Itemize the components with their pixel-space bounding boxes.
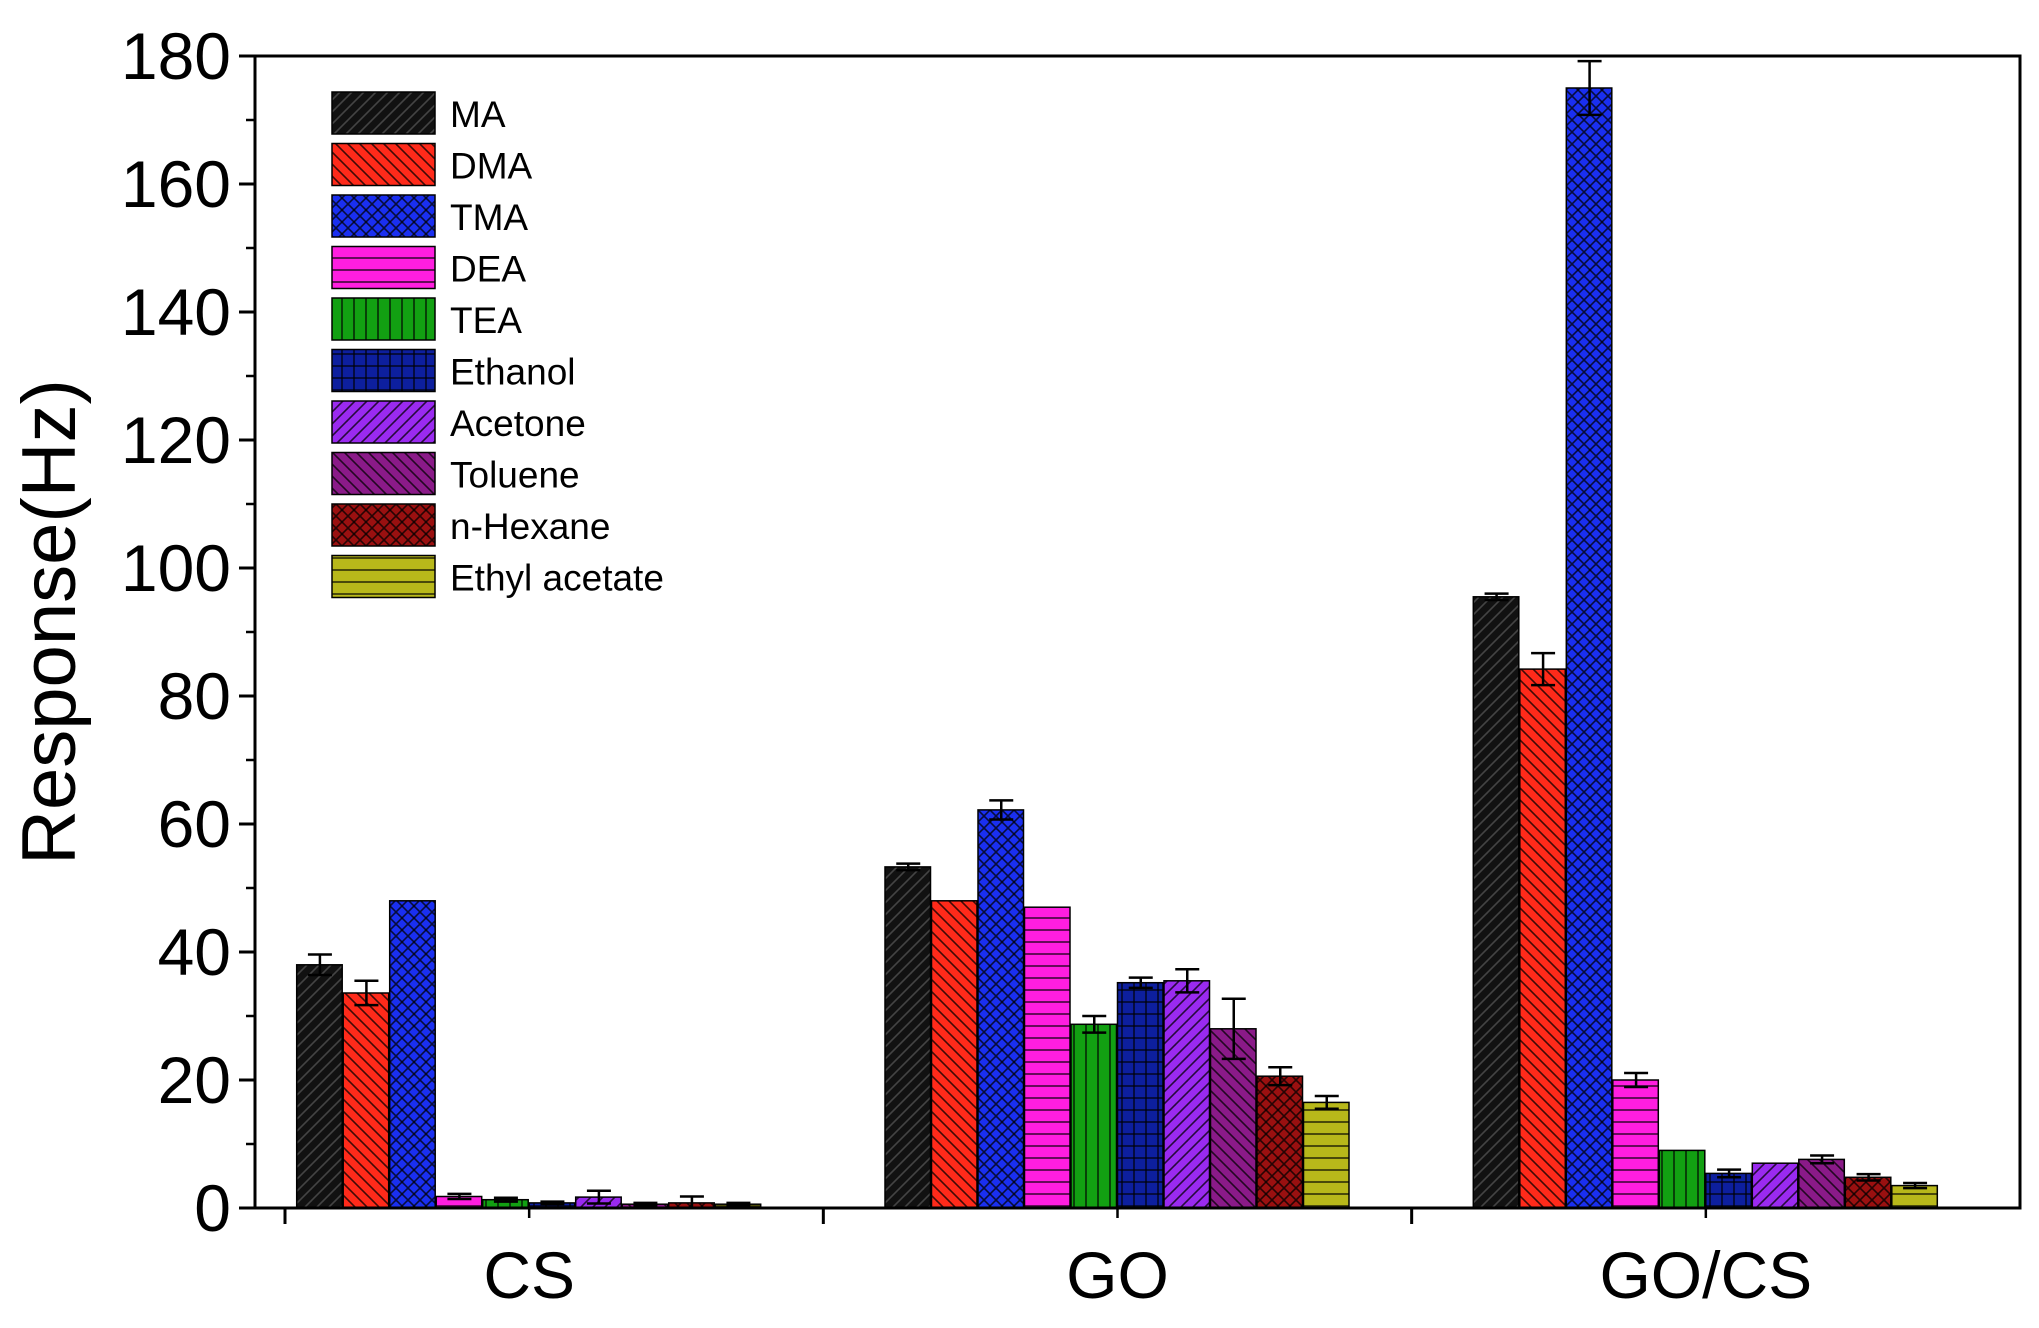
y-tick-label: 20 [158, 1043, 231, 1117]
error-bar-n-hexane-go [1268, 1065, 1293, 1087]
y-tick-label: 0 [194, 1171, 231, 1245]
legend-swatch [331, 503, 436, 547]
error-bar-tma-go [989, 799, 1014, 821]
legend-swatch [331, 194, 436, 238]
error-bar-dea-go-cs [1624, 1071, 1649, 1089]
legend-label: n-Hexane [450, 506, 610, 547]
bars-layer [295, 87, 1939, 1209]
legend-item-tea: TEA [331, 297, 522, 341]
legend-item-ethyl-acetate: Ethyl acetate [331, 554, 664, 599]
bar-ethyl-acetate-go [1302, 1101, 1350, 1209]
y-tick-label: 160 [121, 147, 231, 221]
bar-ethanol-go [1116, 981, 1164, 1209]
bar-dma-go-cs [1519, 668, 1567, 1209]
y-tick-label: 40 [158, 915, 231, 989]
error-bar-ethyl-acetate-go [1314, 1094, 1339, 1111]
legend-item-n-hexane: n-Hexane [331, 503, 610, 547]
y-tick-label: 180 [121, 19, 231, 93]
legend-swatch [331, 91, 436, 135]
y-tick-label: 100 [121, 531, 231, 605]
x-category-label: GO/CS [1599, 1238, 1812, 1312]
y-axis-label: Response(Hz) [7, 379, 92, 865]
error-bar-tma-go-cs [1577, 59, 1602, 117]
error-bar-ma-go-cs [1484, 592, 1509, 602]
legend-label: DMA [450, 146, 533, 187]
legend-label: TEA [450, 300, 522, 341]
error-bar-dea-cs [447, 1192, 472, 1201]
legend-label: Ethyl acetate [450, 558, 664, 599]
bar-tea-go-cs [1658, 1149, 1706, 1209]
bar-tma-go-cs [1565, 87, 1613, 1209]
bar-dma-go [930, 900, 978, 1209]
legend-swatch [331, 297, 436, 341]
legend-label: Toluene [450, 455, 580, 496]
error-bar-acetone-cs [586, 1189, 611, 1205]
error-bar-ethyl-acetate-cs [726, 1201, 751, 1207]
legend-label: TMA [450, 197, 528, 238]
legend-swatch [331, 554, 436, 599]
error-bar-ethyl-acetate-go-cs [1903, 1181, 1928, 1190]
bar-toluene-go-cs [1798, 1158, 1846, 1209]
bar-tma-cs [388, 900, 436, 1209]
y-tick-label: 140 [121, 275, 231, 349]
legend-item-ethanol: Ethanol [331, 348, 576, 393]
error-bar-toluene-cs [633, 1201, 658, 1207]
y-tick-label: 60 [158, 787, 231, 861]
x-category-label: GO [1066, 1238, 1169, 1312]
legend-swatch [331, 245, 436, 290]
x-category-label: CS [483, 1238, 575, 1312]
error-bar-tea-go [1082, 1014, 1107, 1034]
error-bar-ethanol-go-cs [1717, 1168, 1742, 1179]
bar-ma-go-cs [1472, 596, 1520, 1209]
legend-swatch [331, 142, 436, 187]
error-bar-ethanol-cs [540, 1200, 565, 1206]
legend-swatch [331, 348, 436, 393]
bar-n-hexane-go [1256, 1075, 1304, 1209]
error-bar-dma-go-cs [1531, 651, 1556, 687]
legend-item-ma: MA [331, 91, 506, 135]
legend-label: Ethanol [450, 352, 576, 393]
bar-tma-go [977, 809, 1025, 1209]
bar-n-hexane-go-cs [1844, 1176, 1892, 1209]
bar-dea-go [1023, 906, 1071, 1209]
bar-tea-go [1070, 1023, 1118, 1209]
error-bar-n-hexane-go-cs [1856, 1172, 1881, 1182]
error-bar-ethanol-go [1128, 976, 1153, 990]
error-bar-toluene-go-cs [1810, 1154, 1835, 1165]
legend-item-acetone: Acetone [331, 400, 586, 444]
error-bar-tea-cs [493, 1196, 518, 1203]
legend-label: Acetone [450, 403, 586, 444]
legend: MA DMA TMA DEA TEA Ethanol Acetone Toluene n-Hex… [331, 91, 664, 599]
legend-item-tma: TMA [331, 194, 528, 238]
legend-swatch [331, 400, 436, 444]
bar-ethanol-go-cs [1705, 1172, 1753, 1209]
error-bar-ma-cs [307, 953, 332, 977]
legend-item-dma: DMA [331, 142, 533, 187]
bar-ma-cs [295, 964, 343, 1209]
error-bar-acetone-go [1175, 968, 1200, 994]
error-bar-toluene-go [1221, 997, 1246, 1061]
bar-acetone-go-cs [1751, 1162, 1799, 1209]
error-bar-ma-go [896, 862, 921, 872]
legend-swatch [331, 451, 436, 496]
y-tick-label: 120 [121, 403, 231, 477]
bar-acetone-go [1163, 980, 1211, 1209]
bar-ma-go [884, 866, 932, 1209]
bar-dma-cs [342, 992, 390, 1209]
legend-label: MA [450, 94, 506, 135]
axes-layer: 0 20 40 60 80 100 120 140 160 180 CS GO GO/CS [121, 19, 2022, 1312]
legend-item-toluene: Toluene [331, 451, 580, 496]
legend-item-dea: DEA [331, 245, 526, 290]
error-bars-layer [307, 59, 1928, 1210]
y-tick-label: 80 [158, 659, 231, 733]
bar-dea-go-cs [1612, 1079, 1660, 1209]
legend-label: DEA [450, 249, 526, 290]
error-bar-dma-cs [354, 979, 379, 1007]
